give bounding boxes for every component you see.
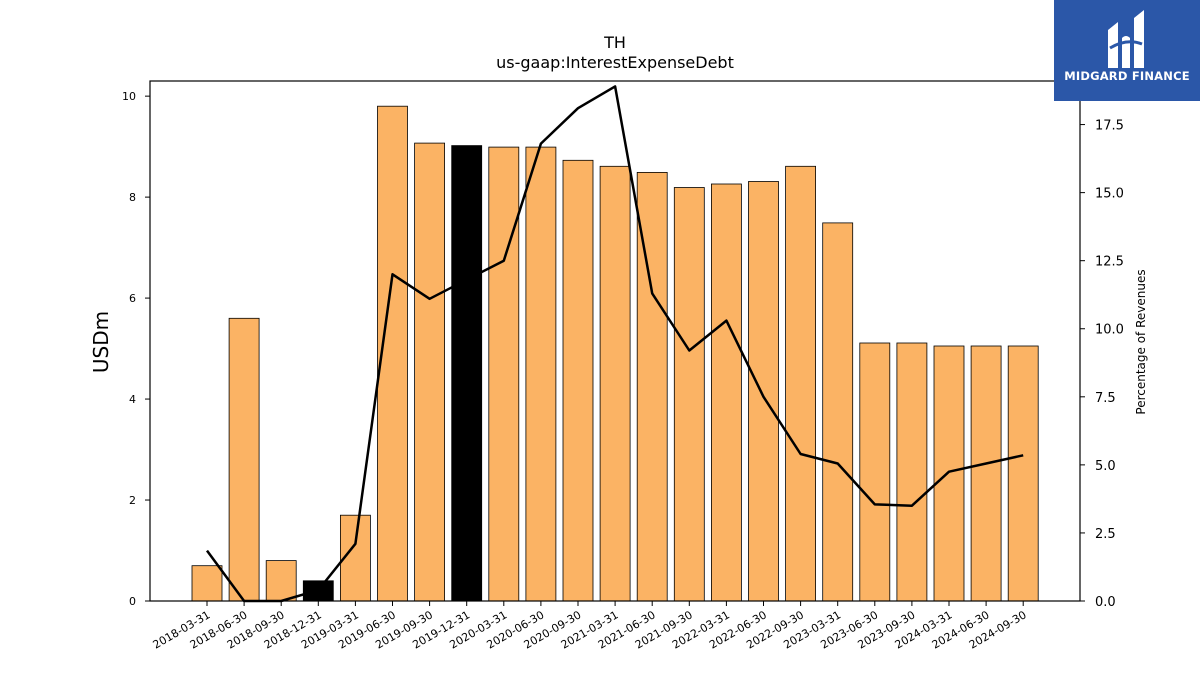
bar-2022-03-31: [711, 183, 742, 602]
y2-axis-label: Percentage of Revenues: [1134, 269, 1148, 414]
bar-2023-09-30: [896, 342, 928, 602]
bar-2022-06-30: [748, 181, 779, 602]
y2-tick-label: 0.0: [1095, 595, 1116, 610]
bar-2023-03-31: [822, 222, 854, 602]
bar-2018-03-31: [191, 565, 223, 602]
y-tick-label: 6: [129, 292, 136, 305]
bar-2018-06-30: [228, 317, 260, 602]
bar-2022-09-30: [785, 165, 816, 602]
bar-2018-09-30: [265, 560, 297, 602]
y-axis-label: USDm: [89, 311, 113, 373]
y-tick-label: 2: [129, 494, 136, 507]
y-tick-label: 4: [129, 393, 136, 406]
y2-tick-label: 17.5: [1095, 119, 1124, 134]
bar-2020-06-30: [525, 146, 557, 602]
brand-logo: MIDGARD FINANCE: [1054, 0, 1200, 101]
logo-text: MIDGARD FINANCE: [1064, 69, 1190, 83]
y2-tick-label: 2.5: [1095, 527, 1116, 542]
midgard-logo-icon: [1108, 10, 1144, 68]
bar-2024-03-31: [933, 345, 965, 602]
y-tick-label: 10: [122, 90, 136, 103]
line-percentage-of-revenues: [205, 85, 1024, 603]
bar-2021-03-31: [599, 165, 631, 602]
bar-2023-06-30: [859, 342, 891, 602]
chart-title: TH: [603, 33, 626, 52]
bar-2020-09-30: [562, 159, 594, 602]
y2-tick-label: 5.0: [1095, 459, 1116, 474]
y-tick-label: 0: [129, 595, 136, 608]
y2-tick-label: 15.0: [1095, 187, 1124, 202]
bar-2019-12-31: [451, 145, 483, 602]
bar-2019-09-30: [414, 142, 446, 602]
bar-2021-09-30: [673, 187, 705, 602]
bar-2020-03-31: [488, 146, 520, 602]
y2-tick-label: 12.5: [1095, 255, 1124, 270]
bar-2024-09-30: [1007, 345, 1039, 602]
bar-2024-06-30: [970, 345, 1002, 602]
y2-tick-label: 10.0: [1095, 323, 1124, 338]
chart-subtitle: us-gaap:InterestExpenseDebt: [496, 53, 734, 72]
y2-tick-label: 7.5: [1095, 391, 1116, 406]
y-tick-label: 8: [129, 191, 136, 204]
